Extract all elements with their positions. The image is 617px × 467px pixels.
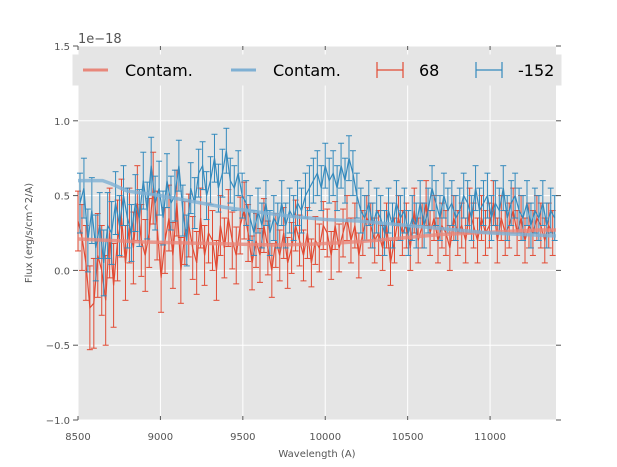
legend-label-red-contam: Contam. [125,61,193,80]
x-tick-labels: 8500 9000 9500 10000 10500 11000 [65,432,506,443]
y-tick-label: 0.0 [54,266,70,277]
x-tick-label: 8500 [65,432,90,443]
legend-label-68: 68 [419,61,439,80]
contamination-lines [77,178,557,247]
legend-label-blue-contam: Contam. [273,61,341,80]
x-tick-label: 9000 [148,432,173,443]
y-offset-label: 1e−18 [78,32,122,47]
y-tick-label: 0.5 [54,192,70,203]
series-line [79,150,556,263]
legend-errorbar-icon-blue [475,62,503,78]
legend-label-minus-152: -152 [518,61,554,80]
y-tick-label: 1.0 [54,117,70,128]
y-tick-labels: −1.0 −0.5 0.0 0.5 1.0 1.5 [46,42,70,427]
series-line [77,188,554,310]
y-tick-label: −0.5 [46,341,70,352]
contam-line-blue [78,178,557,238]
legend-errorbar-icon-red [376,62,404,78]
x-tick-label: 10000 [309,432,341,443]
x-tick-label: 9500 [230,432,255,443]
axis-ticks [73,45,561,421]
legend: Contam. Contam. 68 -152 [72,54,562,86]
y-tick-label: −1.0 [46,416,70,427]
errorbar-series-blue [76,127,558,297]
x-axis-label: Wavelength (A) [278,449,355,460]
x-tick-label: 11000 [474,432,506,443]
x-tick-label: 10500 [392,432,424,443]
y-tick-label: 1.5 [54,42,70,53]
y-axis-label: Flux (erg/s/cm^2/A) [24,183,35,283]
